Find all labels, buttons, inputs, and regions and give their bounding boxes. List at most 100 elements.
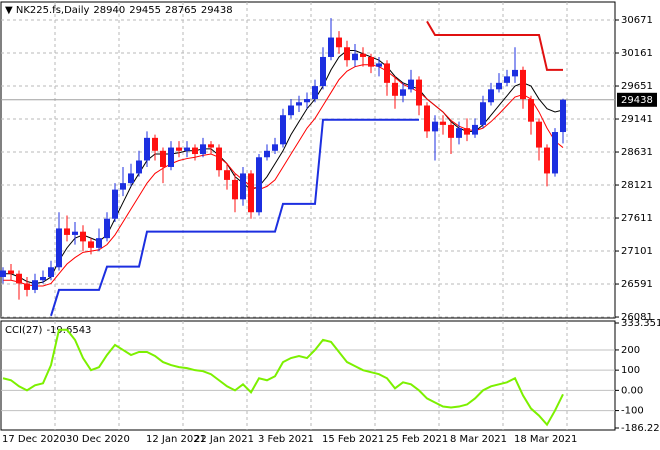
candle-body	[480, 102, 486, 125]
candle-body	[528, 99, 534, 122]
candle-body	[328, 37, 334, 57]
y-tick-label: 29651	[621, 81, 653, 92]
y-tick-label: 28631	[621, 147, 653, 158]
y-tick-label: 333.3513	[621, 318, 660, 329]
candle-body	[440, 121, 446, 125]
y-tick-label: 30671	[621, 15, 653, 26]
candle-body	[128, 173, 134, 184]
y-tick-label: 100	[621, 365, 640, 376]
candle-body	[336, 37, 342, 48]
candle-body	[464, 128, 470, 135]
ohlc-low: 28765	[165, 5, 197, 16]
y-tick-label: -186.227	[621, 423, 660, 434]
x-tick-label: 8 Mar 2021	[450, 434, 507, 445]
candle-body	[544, 147, 550, 174]
candle-body	[104, 218, 110, 239]
indicator-line	[426, 20, 563, 71]
x-tick-label: 17 Dec 2020	[2, 434, 66, 445]
x-tick-label: 18 Mar 2021	[514, 434, 577, 445]
candle-body	[88, 241, 94, 248]
candle-body	[192, 147, 198, 155]
candle-body	[208, 144, 214, 148]
candle-body	[96, 238, 102, 248]
candle-body	[408, 79, 414, 90]
candle-body	[72, 231, 78, 235]
candle-body	[280, 115, 286, 145]
candle-body	[488, 89, 494, 103]
symbol-title: NK225.fs,Daily	[16, 5, 90, 16]
ohlc-open: 28940	[93, 5, 125, 16]
cci-header: CCI(27) -19.6543	[5, 325, 91, 336]
price-panel-frame	[0, 1, 616, 319]
y-tick-label: 27611	[621, 213, 653, 224]
candle-body	[16, 273, 22, 284]
menu-icon: ▼	[5, 5, 16, 16]
y-tick-label: 28121	[621, 180, 653, 191]
candle-body	[552, 132, 558, 174]
candle-body	[80, 231, 86, 242]
cci-title: CCI(27)	[5, 325, 43, 336]
candle-body	[536, 121, 542, 148]
candle-body	[224, 170, 230, 180]
candle-body	[360, 53, 366, 57]
candle-body	[392, 82, 398, 96]
x-tick-label: 25 Feb 2021	[386, 434, 448, 445]
candle-body	[168, 147, 174, 167]
indicator-line	[3, 64, 564, 287]
candle-body	[152, 137, 158, 151]
candle-body	[512, 69, 518, 77]
candle-body	[112, 189, 118, 219]
candle-body	[448, 124, 454, 138]
candle-body	[232, 179, 238, 200]
cci-panel-frame	[0, 320, 616, 431]
x-tick-label: 22 Jan 2021	[194, 434, 254, 445]
y-tick-label: -100	[621, 406, 644, 417]
cci-value: -19.6543	[46, 325, 91, 336]
candle-body	[384, 63, 390, 83]
candle-body	[24, 283, 30, 290]
candle-body	[272, 144, 278, 151]
ohlc-high: 29455	[129, 5, 161, 16]
candle-body	[184, 147, 190, 151]
candle-body	[0, 270, 6, 277]
y-tick-label: 27101	[621, 246, 653, 257]
y-tick-label: 26081	[621, 312, 653, 323]
candle-body	[504, 76, 510, 83]
indicator-line	[50, 118, 419, 317]
candle-body	[136, 160, 142, 174]
candle-body	[424, 105, 430, 132]
candle-body	[8, 270, 14, 274]
candle-body	[296, 102, 302, 106]
candle-body	[368, 56, 374, 67]
candle-body	[56, 228, 62, 268]
candle-body	[560, 99, 566, 133]
candle-body	[472, 124, 478, 135]
candle-body	[312, 86, 318, 100]
candle-body	[456, 128, 462, 138]
symbol-header: ▼ NK225.fs,Daily 28940 29455 28765 29438	[5, 5, 233, 16]
candle-body	[200, 144, 206, 155]
candle-body	[160, 150, 166, 167]
x-tick-label: 12 Jan 2021	[146, 434, 206, 445]
candle-body	[120, 183, 126, 190]
last-price-box	[617, 92, 657, 107]
ohlc-close: 29438	[201, 5, 233, 16]
candle-body	[256, 157, 262, 213]
candle-body	[344, 47, 350, 61]
candle-body	[48, 267, 54, 277]
candle-body	[248, 173, 254, 213]
candle-body	[176, 147, 182, 151]
candle-body	[64, 228, 70, 235]
y-tick-label: 0.00	[621, 385, 643, 396]
candle-body	[400, 89, 406, 96]
candle-body	[40, 276, 46, 281]
candle-body	[320, 56, 326, 87]
candle-body	[432, 121, 438, 132]
candle-body	[264, 150, 270, 158]
candle-body	[304, 99, 310, 103]
y-tick-label: 30161	[621, 48, 653, 59]
y-tick-label: 26591	[621, 279, 653, 290]
candle-body	[240, 173, 246, 200]
candle-body	[216, 147, 222, 171]
